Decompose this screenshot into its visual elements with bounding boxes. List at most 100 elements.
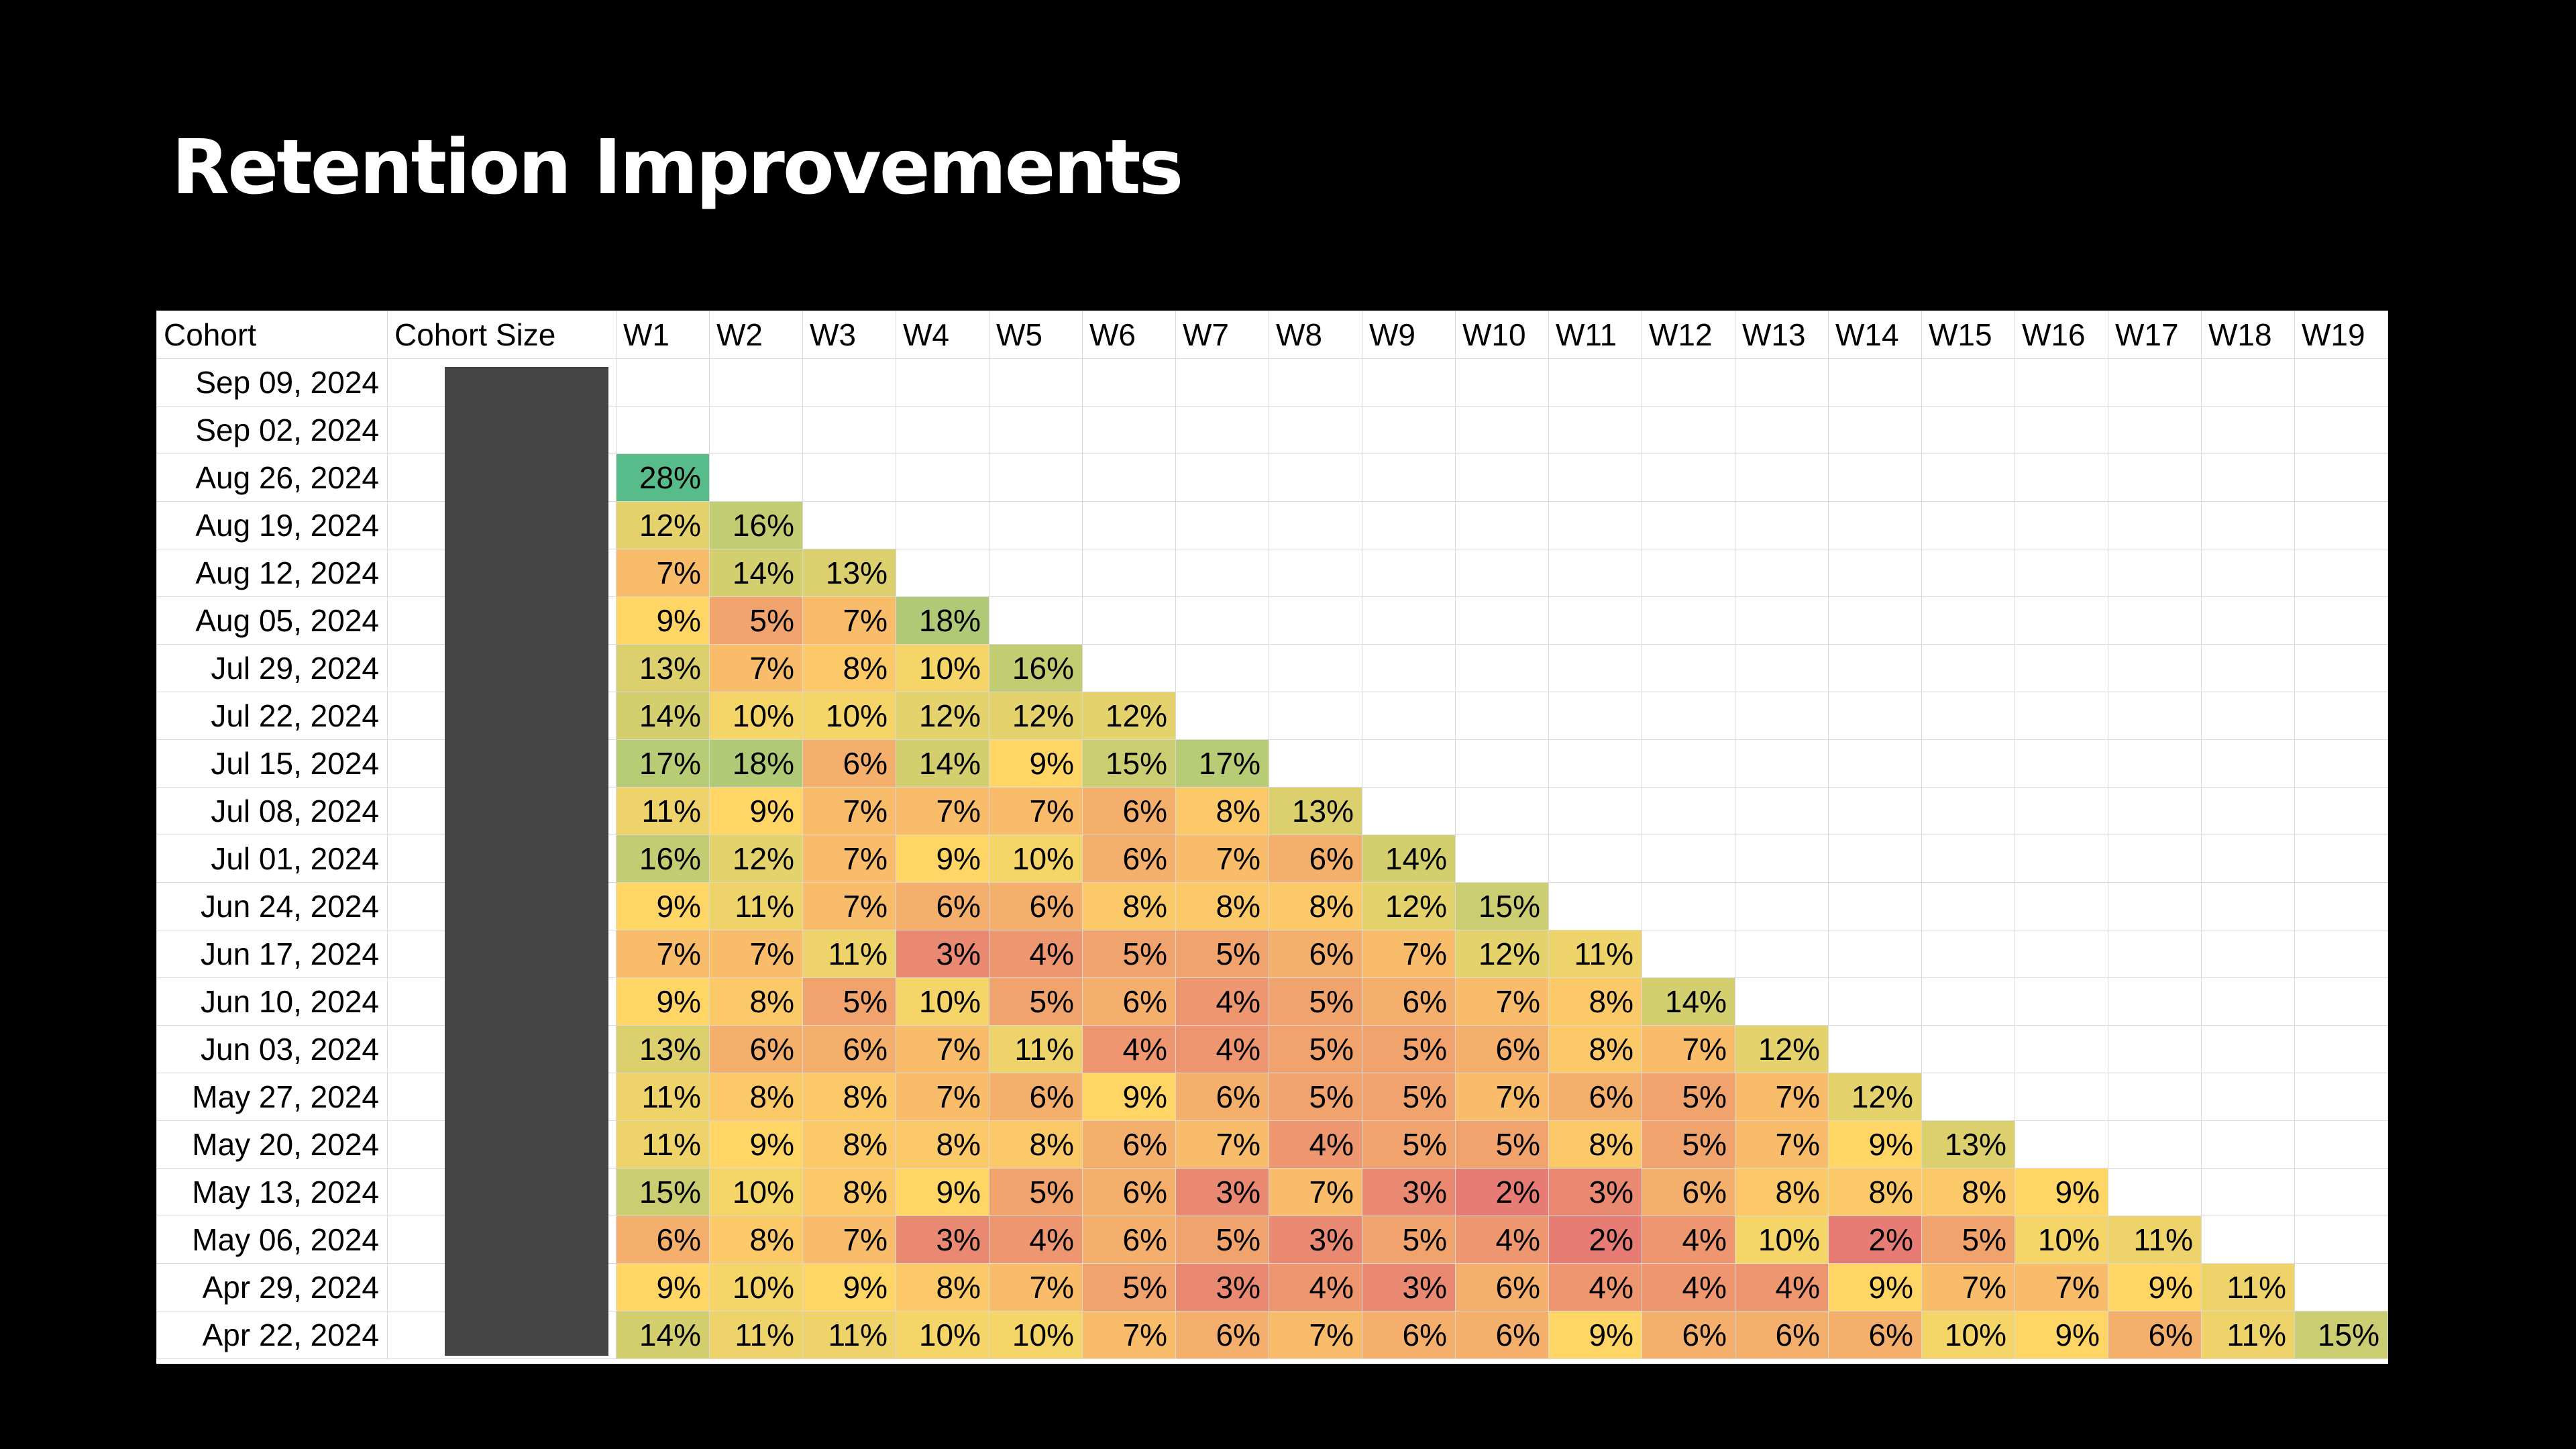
- empty-cell: [1362, 692, 1456, 740]
- empty-cell: [2015, 787, 2108, 835]
- retention-cell: 3%: [1362, 1263, 1456, 1311]
- retention-cell: 6%: [1082, 835, 1176, 883]
- retention-cell: 16%: [616, 835, 710, 883]
- empty-cell: [2201, 977, 2295, 1026]
- empty-cell: [1921, 739, 2015, 788]
- empty-cell: [2015, 406, 2108, 454]
- retention-cell: 10%: [989, 835, 1083, 883]
- retention-cell: 6%: [1175, 1311, 1269, 1359]
- retention-cell: 6%: [989, 1073, 1083, 1121]
- retention-cell: 14%: [896, 739, 989, 788]
- table-row: Jul 01, 2024 16% 12% 7% 9% 10% 6% 7% 6% 14%: [156, 835, 2388, 883]
- empty-cell: [2015, 596, 2108, 645]
- retention-cell: 9%: [1828, 1263, 1922, 1311]
- retention-cell: 8%: [1269, 882, 1362, 930]
- empty-cell: [2108, 977, 2202, 1026]
- retention-cell: 4%: [1269, 1120, 1362, 1169]
- empty-cell: [1828, 358, 1922, 407]
- empty-cell: [1828, 882, 1922, 930]
- retention-cell: 6%: [1175, 1073, 1269, 1121]
- empty-cell: [1642, 787, 1735, 835]
- retention-cell: 7%: [802, 882, 896, 930]
- retention-cell: 4%: [989, 1216, 1083, 1264]
- empty-cell: [802, 406, 896, 454]
- column-header-w10: W10: [1455, 311, 1549, 359]
- retention-cell: 14%: [1362, 835, 1456, 883]
- retention-cell: 7%: [1642, 1025, 1735, 1073]
- retention-cell: 7%: [1082, 1311, 1176, 1359]
- empty-cell: [709, 406, 803, 454]
- retention-cell: 8%: [709, 1216, 803, 1264]
- empty-cell: [989, 358, 1083, 407]
- empty-cell: [2015, 835, 2108, 883]
- retention-cell: 15%: [1082, 739, 1176, 788]
- empty-cell: [2201, 1120, 2295, 1169]
- empty-cell: [989, 596, 1083, 645]
- retention-cell: 6%: [616, 1216, 710, 1264]
- retention-cell: 5%: [1082, 1263, 1176, 1311]
- empty-cell: [1269, 501, 1362, 549]
- empty-cell: [2108, 835, 2202, 883]
- empty-cell: [1548, 358, 1642, 407]
- empty-cell: [1455, 453, 1549, 502]
- empty-cell: [2294, 549, 2388, 597]
- empty-cell: [2201, 882, 2295, 930]
- empty-cell: [989, 549, 1083, 597]
- empty-cell: [2015, 1025, 2108, 1073]
- retention-cell: 7%: [709, 644, 803, 692]
- empty-cell: [1921, 453, 2015, 502]
- empty-cell: [1455, 787, 1549, 835]
- retention-cell: 7%: [616, 930, 710, 978]
- retention-cell: 8%: [1735, 1168, 1829, 1216]
- retention-cell: 5%: [1082, 930, 1176, 978]
- retention-cell: 5%: [1269, 977, 1362, 1026]
- empty-cell: [1828, 501, 1922, 549]
- empty-cell: [2294, 1216, 2388, 1264]
- empty-cell: [2108, 787, 2202, 835]
- empty-cell: [2201, 406, 2295, 454]
- empty-cell: [1548, 596, 1642, 645]
- cohort-date: Apr 29, 2024: [156, 1263, 388, 1311]
- empty-cell: [2108, 406, 2202, 454]
- retention-cell: 4%: [989, 930, 1083, 978]
- empty-cell: [1921, 882, 2015, 930]
- retention-cell: 5%: [1269, 1073, 1362, 1121]
- empty-cell: [1735, 644, 1829, 692]
- empty-cell: [1082, 358, 1176, 407]
- cohort-date: May 13, 2024: [156, 1168, 388, 1216]
- cohort-date: Jul 15, 2024: [156, 739, 388, 788]
- retention-cell: 5%: [1642, 1073, 1735, 1121]
- empty-cell: [1175, 644, 1269, 692]
- retention-cell: 4%: [1269, 1263, 1362, 1311]
- empty-cell: [1921, 835, 2015, 883]
- empty-cell: [1269, 453, 1362, 502]
- empty-cell: [1735, 596, 1829, 645]
- column-header-w15: W15: [1921, 311, 2015, 359]
- empty-cell: [802, 453, 896, 502]
- empty-cell: [1362, 549, 1456, 597]
- empty-cell: [1548, 453, 1642, 502]
- retention-cell: 11%: [616, 1120, 710, 1169]
- retention-cell: 17%: [616, 739, 710, 788]
- empty-cell: [1269, 644, 1362, 692]
- column-header-w11: W11: [1548, 311, 1642, 359]
- empty-cell: [2294, 882, 2388, 930]
- retention-cell: 13%: [1269, 787, 1362, 835]
- retention-cell: 8%: [1548, 977, 1642, 1026]
- empty-cell: [2294, 358, 2388, 407]
- retention-cell: 16%: [709, 501, 803, 549]
- retention-cell: 5%: [1455, 1120, 1549, 1169]
- empty-cell: [1735, 406, 1829, 454]
- empty-cell: [2201, 739, 2295, 788]
- retention-cell: 6%: [1269, 835, 1362, 883]
- empty-cell: [1735, 835, 1829, 883]
- retention-cell: 7%: [802, 596, 896, 645]
- retention-cell: 8%: [709, 1073, 803, 1121]
- empty-cell: [1269, 406, 1362, 454]
- table-row: Jun 17, 2024 7% 7% 11% 3% 4% 5% 5% 6% 7% 12% 11%: [156, 930, 2388, 978]
- cohort-date: May 20, 2024: [156, 1120, 388, 1169]
- empty-cell: [2108, 930, 2202, 978]
- retention-cell: 12%: [1828, 1073, 1922, 1121]
- table-row: Aug 19, 2024 12% 16%: [156, 501, 2388, 549]
- retention-cell: 8%: [802, 644, 896, 692]
